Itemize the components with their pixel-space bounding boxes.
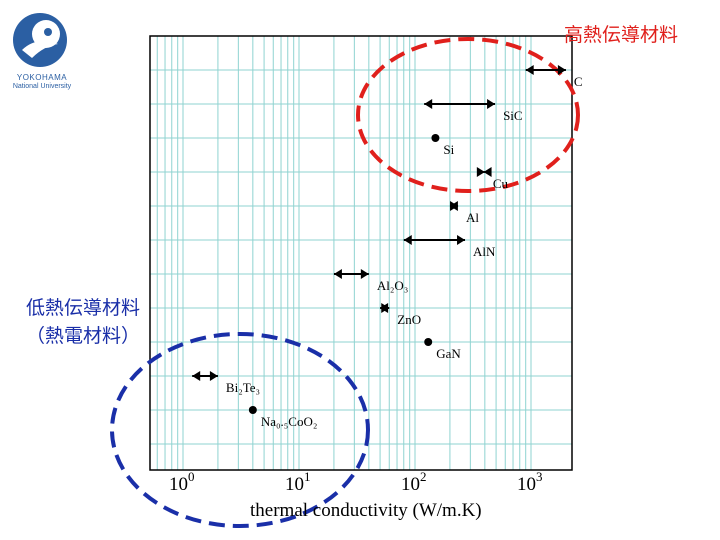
arrow-right-C	[557, 65, 566, 75]
label-ZnO: ZnO	[397, 312, 421, 327]
arrow-right-SiC	[487, 99, 496, 109]
label-SiC: SiC	[503, 108, 523, 123]
logo-subtitle: National University	[12, 83, 72, 90]
arrow-left-Al2O3	[333, 269, 342, 279]
university-logo	[10, 10, 72, 100]
low-conductivity-region	[110, 332, 370, 528]
grid	[149, 35, 573, 471]
high-conductivity-label: 高熱伝導材料	[563, 24, 678, 46]
highlight-regions	[110, 37, 580, 528]
arrow-left-AlN	[403, 235, 412, 245]
x-tick-labels: 100 101 102 103	[169, 469, 543, 495]
label-Bi2Te3: Bi₂Te₃	[226, 380, 260, 395]
label-AlN: AlN	[473, 244, 496, 259]
logo-text: YOKOHAMA National University	[10, 73, 74, 91]
tick-exponent: 2	[420, 469, 427, 484]
tick-label: 102	[401, 469, 427, 495]
tick-base: 10	[517, 474, 536, 495]
label-Si: Si	[443, 142, 454, 157]
tick-base: 10	[169, 474, 188, 495]
label-GaN: GaN	[436, 346, 461, 361]
point-Na0.5CoO2	[248, 406, 257, 414]
logo-emblem-icon	[13, 13, 67, 67]
label-Cu: Cu	[493, 176, 509, 191]
arrow-right-Al2O3	[360, 269, 369, 279]
arrow-right-Cu	[476, 167, 485, 177]
low-conductivity-label-line1: 低熱伝導材料	[26, 297, 141, 319]
label-Al: Al	[466, 210, 479, 225]
low-conductivity-label-line2: （熱電材料）	[26, 325, 141, 347]
data-marks: C SiC Si Cu Al AlN Al₂O₃ ZnO GaN Bi₂Te₃ Na₀.₅CoO₂	[192, 65, 583, 429]
label-C: C	[574, 74, 583, 89]
tick-exponent: 3	[536, 469, 543, 484]
tick-exponent: 0	[188, 469, 195, 484]
tick-label: 101	[285, 469, 311, 495]
tick-base: 10	[401, 474, 420, 495]
point-Si	[431, 134, 440, 142]
arrow-left-Bi2Te3	[192, 371, 201, 381]
high-conductivity-region	[356, 37, 580, 193]
arrow-right-ZnO	[381, 303, 390, 313]
tick-label: 103	[517, 469, 543, 495]
arrow-left-Cu	[483, 167, 492, 177]
x-axis-label: thermal conductivity (W/m.K)	[250, 500, 482, 521]
arrow-right-AlN	[457, 235, 466, 245]
label-Al2O3: Al₂O₃	[377, 278, 408, 293]
arrow-right-Bi2Te3	[209, 371, 218, 381]
arrow-right-Al	[450, 201, 459, 211]
tick-exponent: 1	[304, 469, 311, 484]
point-GaN	[424, 338, 433, 346]
tick-base: 10	[285, 474, 304, 495]
low-conductivity-label: 低熱伝導材料 （熱電材料）	[26, 294, 140, 350]
plot-frame	[149, 35, 573, 471]
arrow-left-C	[525, 65, 534, 75]
tick-label: 100	[169, 469, 195, 495]
arrow-left-SiC	[424, 99, 433, 109]
logo-name: YOKOHAMA	[16, 73, 68, 82]
label-Na0.5CoO2: Na₀.₅CoO₂	[261, 414, 318, 429]
